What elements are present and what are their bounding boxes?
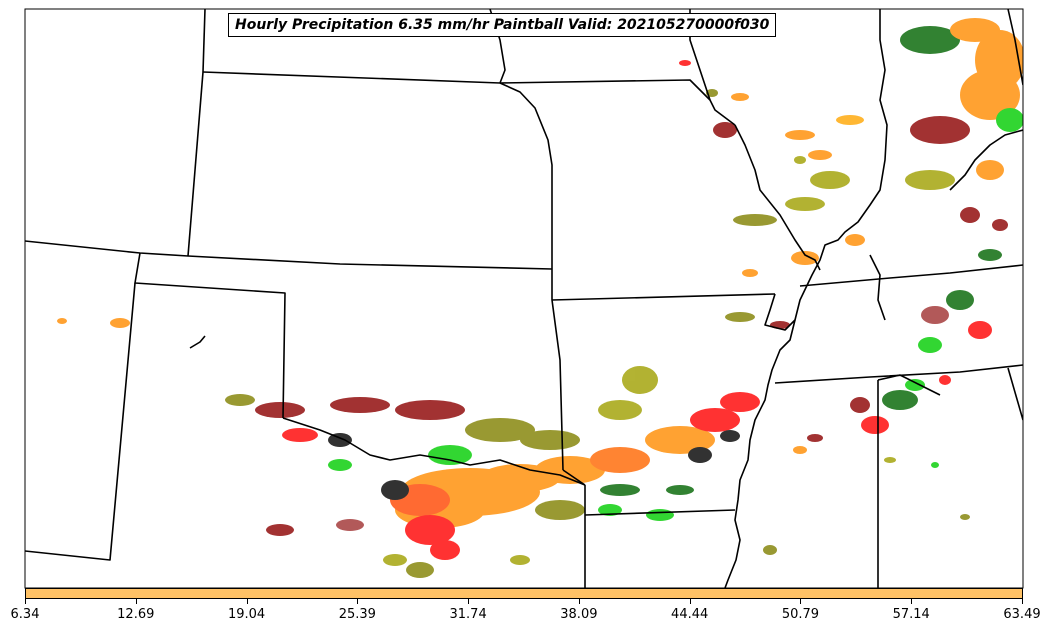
colorbar-tick	[689, 599, 691, 604]
colorbar-tick-label: 6.34	[10, 607, 40, 622]
colorbar-tick-label: 63.49	[1003, 607, 1041, 622]
colorbar-tick	[1022, 599, 1023, 604]
colorbar-tick	[578, 599, 580, 604]
colorbar-tick-label: 25.39	[338, 607, 376, 622]
colorbar-tick	[246, 599, 248, 604]
colorbar-tick-label: 12.69	[117, 607, 155, 622]
colorbar-tick-label: 31.74	[449, 607, 487, 622]
colorbar	[25, 588, 1023, 599]
colorbar-tick	[468, 599, 470, 604]
colorbar-tick-label: 57.14	[892, 607, 930, 622]
colorbar-tick	[800, 599, 802, 604]
colorbar-tick-label: 50.79	[781, 607, 820, 622]
colorbar-tick-label: 19.04	[227, 607, 266, 622]
colorbar-tick	[135, 599, 137, 604]
colorbar-tick-label: 38.09	[560, 607, 598, 622]
colorbar-tick	[25, 599, 26, 604]
colorbar-tick-label: 44.44	[671, 607, 709, 622]
map-title: Hourly Precipitation 6.35 mm/hr Paintbal…	[228, 13, 777, 37]
precip-blobs	[57, 18, 1023, 578]
colorbar-tick	[357, 599, 359, 604]
colorbar-tick	[911, 599, 913, 604]
